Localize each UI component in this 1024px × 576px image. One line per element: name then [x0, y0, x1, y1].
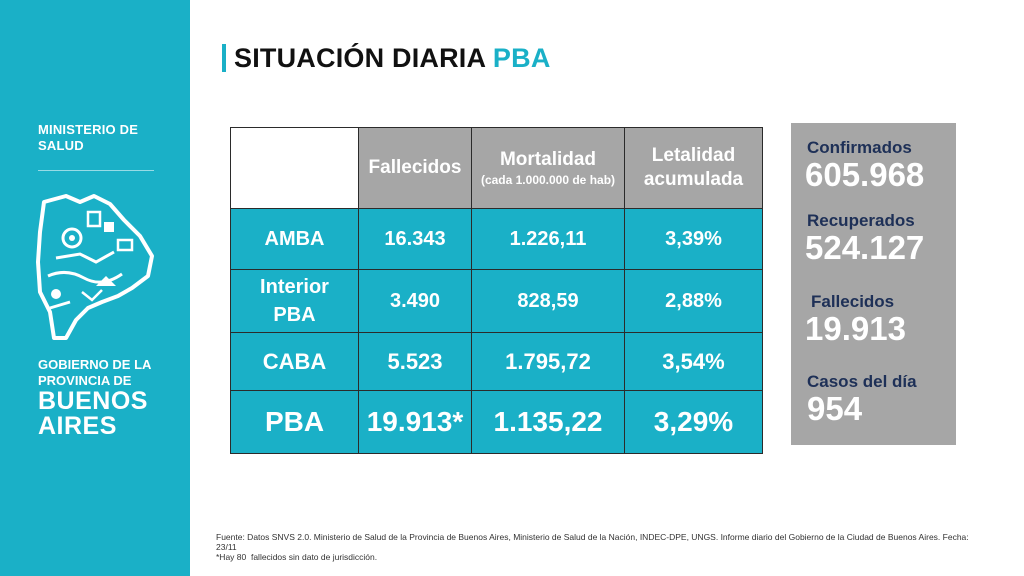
- sidebar: MINISTERIO DE SALUD GOBIERNO DE LA PROVI…: [0, 0, 190, 576]
- recuperados-value: 524.127: [805, 229, 925, 266]
- row-fallecidos: 3.490: [358, 269, 472, 333]
- province-name-line-2: AIRES: [38, 412, 117, 440]
- ministry-line-2: SALUD: [38, 138, 84, 153]
- confirmados-label: Confirmados: [807, 138, 912, 157]
- footnote: Fuente: Datos SNVS 2.0. Ministerio de Sa…: [216, 532, 976, 562]
- header-mortalidad-sub: (cada 1.000.000 de hab): [480, 173, 616, 187]
- table-row: Interior PBA 3.490 828,59 2,88%: [230, 269, 763, 333]
- row-letalidad: 2,88%: [624, 269, 763, 333]
- row-letalidad: 3,39%: [624, 208, 763, 270]
- footnote-note: *Hay 80 fallecidos sin dato de jurisdicc…: [216, 552, 378, 562]
- row-mortalidad: 1.795,72: [471, 332, 625, 391]
- fallecidos-label: Fallecidos: [811, 292, 895, 311]
- ministry-name: MINISTERIO DE SALUD: [38, 122, 168, 154]
- summary-panel: Confirmados 605.968 Recuperados 524.127 …: [791, 123, 956, 445]
- row-region: Interior PBA: [230, 269, 359, 333]
- table-row: PBA 19.913* 1.135,22 3,29%: [230, 390, 763, 454]
- header-mortalidad: Mortalidad (cada 1.000.000 de hab): [471, 127, 625, 209]
- government-line-2: PROVINCIA DE: [38, 373, 132, 388]
- table-corner-cell: [230, 127, 359, 209]
- casos-del-dia-label: Casos del día: [807, 372, 917, 391]
- recuperados-label: Recuperados: [807, 211, 915, 230]
- province-name-line-1: BUENOS: [38, 387, 148, 415]
- row-mortalidad: 828,59: [471, 269, 625, 333]
- footnote-source: Fuente: Datos SNVS 2.0. Ministerio de Sa…: [216, 532, 969, 552]
- page-title-accent: PBA: [492, 43, 551, 73]
- fallecidos-value: 19.913: [805, 310, 906, 347]
- page-title-main: SITUACIÓN DIARIA: [234, 43, 486, 73]
- row-region: CABA: [230, 332, 359, 391]
- header-fallecidos: Fallecidos: [358, 127, 472, 209]
- row-fallecidos: 5.523: [358, 332, 472, 391]
- row-letalidad: 3,54%: [624, 332, 763, 391]
- row-fallecidos: 16.343: [358, 208, 472, 270]
- row-mortalidad: 1.226,11: [471, 208, 625, 270]
- row-fallecidos: 19.913*: [358, 390, 472, 454]
- row-letalidad: 3,29%: [624, 390, 763, 454]
- table-row: AMBA 16.343 1.226,11 3,39%: [230, 208, 763, 270]
- table-header-row: Fallecidos Mortalidad (cada 1.000.000 de…: [230, 127, 763, 209]
- table-row: CABA 5.523 1.795,72 3,54%: [230, 332, 763, 391]
- daily-situation-table: Fallecidos Mortalidad (cada 1.000.000 de…: [230, 127, 763, 454]
- row-region: AMBA: [230, 208, 359, 270]
- header-letalidad: Letalidad acumulada: [624, 127, 763, 209]
- title-accent-bar: [222, 44, 226, 72]
- page-title: SITUACIÓN DIARIA PBA: [234, 42, 551, 74]
- province-map-logo-icon: [36, 194, 154, 340]
- casos-del-dia-value: 954: [807, 390, 863, 427]
- government-line-1: GOBIERNO DE LA: [38, 357, 152, 372]
- row-region: PBA: [230, 390, 359, 454]
- row-mortalidad: 1.135,22: [471, 390, 625, 454]
- sidebar-divider: [38, 170, 154, 171]
- header-mortalidad-label: Mortalidad: [499, 149, 597, 170]
- ministry-line-1: MINISTERIO DE: [38, 122, 139, 137]
- confirmados-value: 605.968: [805, 156, 925, 193]
